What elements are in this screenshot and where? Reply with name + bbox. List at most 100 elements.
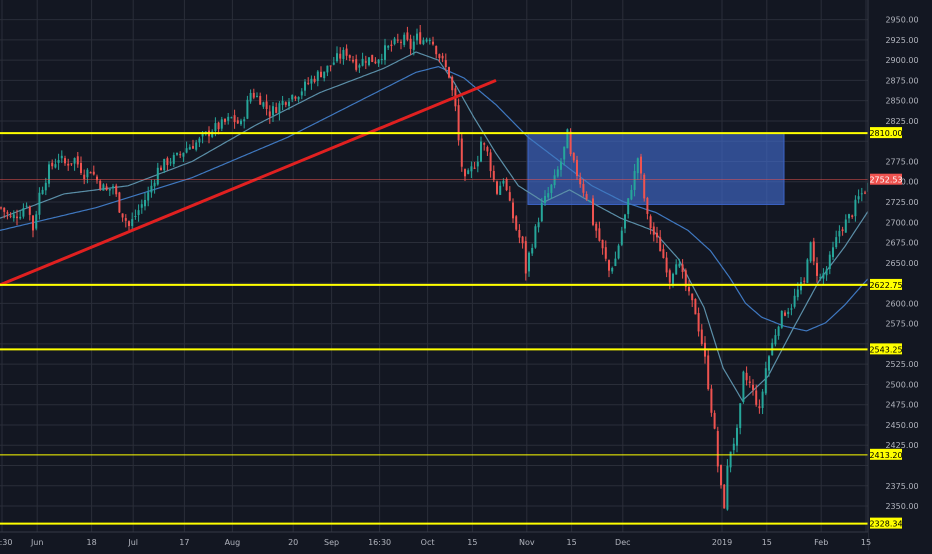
candle-body xyxy=(716,431,719,467)
candle-body xyxy=(723,484,726,509)
candle-body xyxy=(291,94,294,100)
candle-body xyxy=(745,372,748,381)
candle-body xyxy=(620,230,623,245)
candle-body xyxy=(604,247,607,259)
candle-body xyxy=(412,41,415,50)
candle-body xyxy=(25,205,28,207)
candle-body xyxy=(432,41,434,45)
candle-body xyxy=(201,133,204,137)
candle-body xyxy=(809,242,812,262)
candle-body xyxy=(307,82,310,84)
candle-body xyxy=(64,158,66,164)
candle-body xyxy=(736,427,738,446)
candle-body xyxy=(752,384,754,390)
candle-body xyxy=(729,451,732,468)
candle-body xyxy=(393,38,396,45)
candle-body xyxy=(300,91,303,96)
candle-body xyxy=(694,298,697,315)
candle-body xyxy=(492,170,495,180)
candle-body xyxy=(32,215,34,231)
candle-body xyxy=(678,263,681,267)
candle-body xyxy=(121,213,124,218)
candle-body xyxy=(140,204,143,208)
candle-body xyxy=(6,212,9,214)
candle-body xyxy=(416,33,418,41)
y-tick-label: 2725.00 xyxy=(885,198,918,207)
candle-body xyxy=(608,260,610,271)
level-price-label: 2328.34 xyxy=(869,520,902,529)
x-tick-label: Feb xyxy=(814,538,828,547)
candle-body xyxy=(105,186,108,191)
candle-body xyxy=(480,141,482,162)
level-price-label-box xyxy=(870,127,902,139)
y-tick-label: 2675.00 xyxy=(885,239,918,248)
candle-body xyxy=(588,200,591,202)
candle-body xyxy=(137,210,140,216)
candle-body xyxy=(787,311,790,315)
x-tick-label: Jun xyxy=(30,538,44,547)
candle-body xyxy=(579,178,582,185)
y-tick-label: 2650.00 xyxy=(885,259,918,268)
candle-body xyxy=(835,237,838,248)
candle-body xyxy=(371,54,374,62)
candle-body xyxy=(326,65,329,73)
candle-body xyxy=(387,45,390,48)
candle-body xyxy=(144,199,146,207)
candle-body xyxy=(774,335,777,345)
candle-body xyxy=(793,295,796,307)
candle-body xyxy=(672,273,674,284)
candle-body xyxy=(684,270,687,287)
candle-body xyxy=(316,71,319,81)
candle-body xyxy=(54,164,57,168)
candle-body xyxy=(188,147,191,150)
candle-body xyxy=(553,175,556,186)
candle-body xyxy=(163,158,166,171)
y-tick-label: 2825.00 xyxy=(885,117,918,126)
candle-body xyxy=(598,228,601,241)
candle-body xyxy=(614,258,617,267)
candle-body xyxy=(780,310,783,328)
x-tick-label: Nov xyxy=(519,538,535,547)
candle-body xyxy=(60,155,63,159)
candle-body xyxy=(48,164,50,184)
y-tick-label: 2600.00 xyxy=(885,299,918,308)
y-tick-label: 2700.00 xyxy=(885,218,918,227)
candle-body xyxy=(758,406,761,409)
candle-body xyxy=(252,92,255,98)
candle-body xyxy=(198,138,201,143)
candle-body xyxy=(464,169,466,177)
candle-body xyxy=(268,111,271,117)
candle-body xyxy=(688,287,690,292)
candle-body xyxy=(860,193,863,195)
candle-body xyxy=(659,237,662,252)
candle-body xyxy=(153,182,156,187)
level-price-label-box xyxy=(870,517,902,529)
candle-body xyxy=(806,259,809,283)
candle-body xyxy=(304,81,306,91)
candle-body xyxy=(28,206,31,215)
candle-body xyxy=(44,182,47,191)
candle-body xyxy=(380,58,383,60)
candle-body xyxy=(697,313,700,332)
candle-body xyxy=(73,158,76,164)
candle-body xyxy=(9,215,12,217)
candle-body xyxy=(812,241,815,262)
candle-body xyxy=(611,267,614,272)
candle-body xyxy=(329,65,332,67)
candle-body xyxy=(400,41,402,43)
y-tick-label: 2375.00 xyxy=(885,482,918,491)
candle-body xyxy=(576,159,578,177)
level-price-label: 2543.25 xyxy=(869,345,902,354)
candle-body xyxy=(227,116,230,121)
candle-body xyxy=(742,371,745,403)
ascending-trendline[interactable] xyxy=(0,79,497,287)
time-axis-panel[interactable] xyxy=(0,532,868,550)
candle-body xyxy=(547,193,550,198)
candle-body xyxy=(112,186,114,188)
level-price-label-box xyxy=(870,278,902,290)
candle-body xyxy=(486,147,489,152)
candle-body xyxy=(384,45,386,60)
candle-body xyxy=(51,162,54,167)
